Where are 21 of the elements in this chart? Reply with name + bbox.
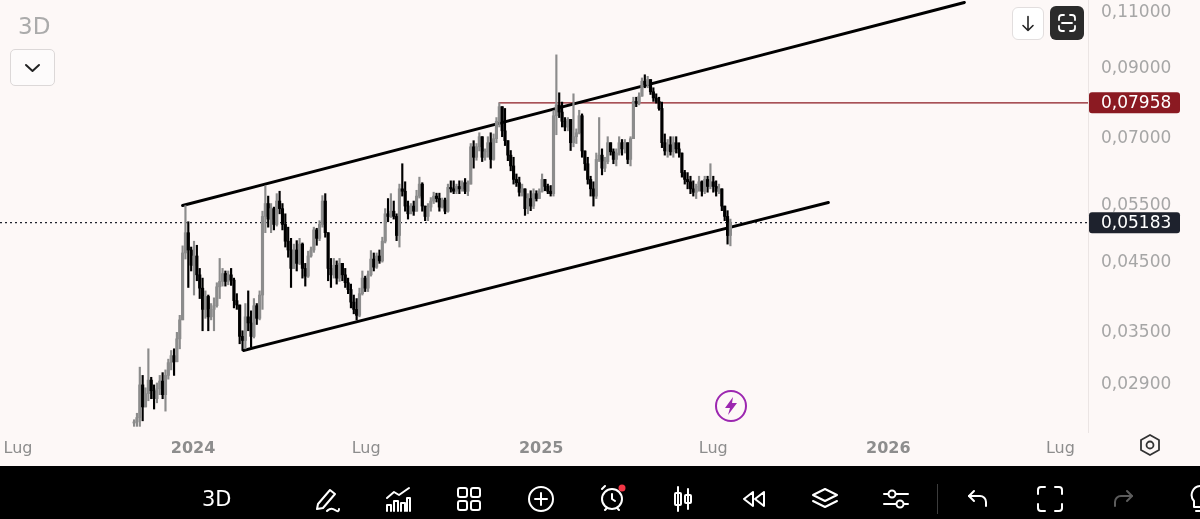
candlestick xyxy=(708,163,713,190)
x-tick-label: 2024 xyxy=(170,437,216,457)
ref-line-label: 0,05183 xyxy=(1101,212,1172,233)
text: 3D xyxy=(202,486,232,512)
y-tick-label: 0,04500 xyxy=(1101,250,1172,271)
x-tick-label: Lug xyxy=(351,437,381,457)
y-tick-label: 0,02900 xyxy=(1101,373,1172,394)
text: 3D xyxy=(18,13,51,39)
x-tick-label: Lug xyxy=(1045,437,1075,457)
y-tick-label: 0,03500 xyxy=(1101,320,1172,341)
y-tick-label: 0,05500 xyxy=(1101,194,1172,215)
candlestick xyxy=(386,198,390,223)
x-tick-label: 2026 xyxy=(866,437,911,457)
series-label: 0,07958 xyxy=(1101,92,1172,113)
y-tick-label: 0,11000 xyxy=(1101,0,1172,21)
candlestick xyxy=(717,183,721,194)
x-tick-label: 2025 xyxy=(518,437,564,457)
y-tick-label: 0,09000 xyxy=(1101,56,1172,77)
x-tick-label: Lug xyxy=(3,437,33,457)
y-tick-label: 0,07000 xyxy=(1101,127,1172,148)
x-tick-label: Lug xyxy=(698,437,728,457)
